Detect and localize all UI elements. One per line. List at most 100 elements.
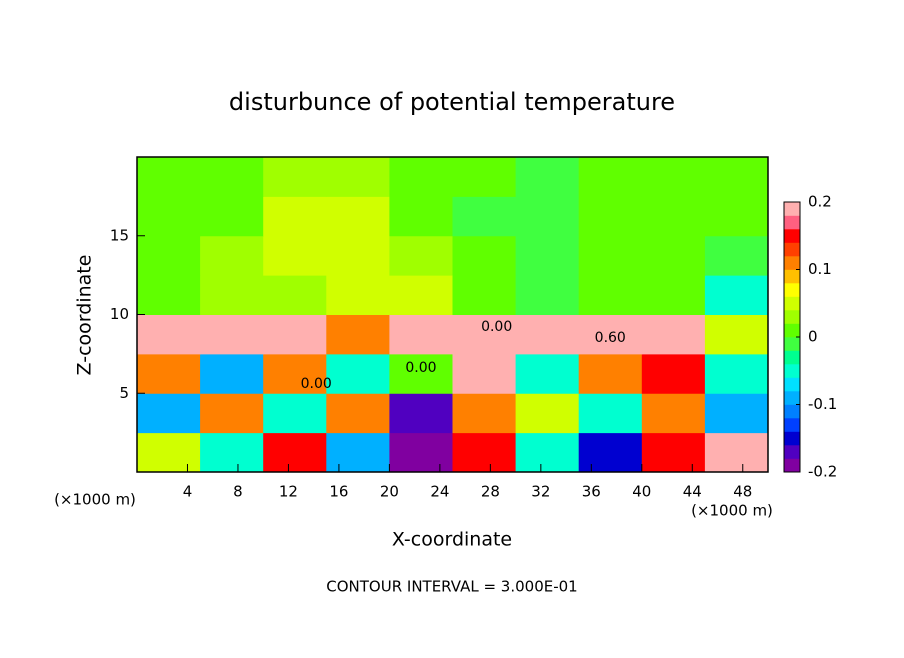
x-tick-label: 24 [430, 483, 449, 501]
heat-cell [704, 314, 769, 355]
heat-cell [578, 393, 643, 434]
heat-cell [137, 353, 201, 394]
heat-cell [200, 314, 264, 355]
heat-cell [263, 353, 327, 394]
heat-cell [326, 432, 390, 473]
colorbar-swatch [784, 350, 800, 365]
heat-cell [389, 393, 453, 434]
heat-cell [326, 393, 390, 434]
heat-cell [263, 235, 327, 276]
x-tick-label: 40 [632, 483, 651, 501]
colorbar-swatch [784, 418, 800, 432]
colorbar-tick-label: -0.2 [808, 463, 837, 481]
colorbar-swatch [784, 458, 800, 473]
heat-cell [200, 235, 264, 276]
chart-title: disturbunce of potential temperature [229, 88, 675, 116]
heat-cell [641, 353, 706, 394]
colorbar-swatch [784, 256, 800, 270]
colorbar-tick-label: 0.2 [808, 193, 832, 211]
heat-cell [137, 393, 201, 434]
heat-cell [452, 393, 517, 434]
x-tick-label: 16 [329, 483, 348, 501]
colorbar-swatch [784, 202, 800, 216]
colorbar-tick-label: -0.1 [808, 395, 837, 413]
colorbar-tick-label: 0.1 [808, 260, 832, 278]
heat-cell [515, 196, 580, 237]
colorbar-swatch [784, 283, 800, 297]
x-axis-label: X-coordinate [392, 529, 512, 551]
contour-label: 0.00 [301, 376, 332, 392]
x-tick-label: 36 [582, 483, 601, 501]
heat-cell [137, 157, 201, 197]
heat-cell [389, 353, 453, 394]
heat-cell [578, 196, 643, 237]
heat-cell [578, 275, 643, 315]
colorbar-swatch [784, 296, 800, 311]
y-tick-label: 15 [110, 226, 129, 244]
heat-cell [578, 157, 643, 197]
heat-cell [389, 314, 453, 355]
colorbar-swatch [784, 404, 800, 419]
heat-cell [641, 314, 706, 355]
heat-cell [452, 196, 517, 237]
heat-cell [641, 393, 706, 434]
heat-cell [263, 157, 327, 197]
heat-cell [326, 314, 390, 355]
heat-cell [704, 196, 769, 237]
heat-cell [389, 235, 453, 276]
heat-cell [452, 353, 517, 394]
heat-cell [200, 275, 264, 315]
heat-cell [515, 157, 580, 197]
heat-cell [578, 314, 643, 355]
x-tick-label: 48 [733, 483, 752, 501]
heat-cell [704, 432, 769, 473]
heat-cell [641, 196, 706, 237]
footer: CONTOUR INTERVAL = 3.000E-01 [326, 578, 577, 596]
heat-cell [515, 314, 580, 355]
colorbar-swatch [784, 445, 800, 459]
x-tick-label: 4 [183, 483, 193, 501]
heat-cell [704, 353, 769, 394]
heat-cell [263, 393, 327, 434]
heat-cell [515, 432, 580, 473]
colorbar-swatch [784, 337, 800, 351]
colorbar-swatch [784, 391, 800, 405]
heat-cell [389, 432, 453, 473]
heat-cell [326, 275, 390, 315]
contour-label: 0.00 [405, 360, 436, 376]
colorbar-swatch [784, 215, 800, 230]
y-axis-label: Z-coordinate [74, 255, 96, 376]
heat-cell [137, 196, 201, 237]
x-tick-label: 44 [683, 483, 702, 501]
colorbar-swatch [784, 242, 800, 257]
heat-cell [704, 275, 769, 315]
heat-cell [200, 432, 264, 473]
x-tick-label: 8 [233, 483, 243, 501]
heat-cell [704, 393, 769, 434]
heat-cell [137, 275, 201, 315]
heat-cell [263, 432, 327, 473]
heat-cell [263, 314, 327, 355]
x-unit: (×1000 m) [54, 491, 136, 509]
heat-cell [641, 275, 706, 315]
colorbar-swatch [784, 377, 800, 392]
heat-cell [515, 353, 580, 394]
x-tick-label: 28 [481, 483, 500, 501]
heat-cell [389, 157, 453, 197]
y-unit: (×1000 m) [691, 502, 773, 520]
heat-cell [200, 393, 264, 434]
heat-cell [326, 353, 390, 394]
colorbar-swatch [784, 323, 800, 338]
heat-cell [578, 432, 643, 473]
colorbar-swatch [784, 310, 800, 324]
colorbar-swatch [784, 269, 800, 284]
heat-cell [452, 235, 517, 276]
contour-label: 0.60 [595, 330, 626, 346]
contour-label: 0.00 [481, 319, 512, 335]
heat-cell [452, 275, 517, 315]
heat-cell [641, 157, 706, 197]
heat-cell [452, 432, 517, 473]
heat-cell [515, 393, 580, 434]
heat-cell [137, 314, 201, 355]
